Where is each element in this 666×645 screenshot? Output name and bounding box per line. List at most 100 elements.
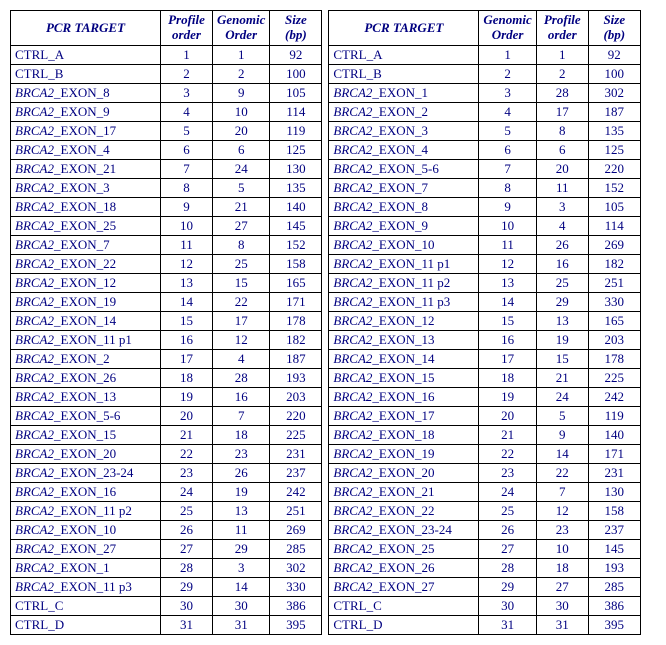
- table-row: CTRL_B22100: [11, 65, 322, 84]
- cell-profile: 24: [161, 483, 213, 502]
- cell-target: BRCA2_EXON_17: [329, 407, 479, 426]
- cell-genomic: 18: [213, 426, 270, 445]
- cell-size: 165: [588, 312, 640, 331]
- target-text: _EXON_13: [54, 389, 116, 404]
- cell-genomic: 8: [479, 179, 536, 198]
- cell-target: CTRL_D: [11, 616, 161, 635]
- cell-genomic: 2: [213, 65, 270, 84]
- gene-italic: BRCA2: [333, 218, 372, 233]
- cell-size: 285: [270, 540, 322, 559]
- table-row: BRCA2_EXON_17520119: [11, 122, 322, 141]
- gene-italic: BRCA2: [15, 104, 54, 119]
- gene-italic: BRCA2: [333, 579, 372, 594]
- gene-italic: BRCA2: [333, 237, 372, 252]
- cell-size: 302: [270, 559, 322, 578]
- gene-italic: BRCA2: [333, 104, 372, 119]
- table-row: BRCA2_EXON_21724130: [11, 160, 322, 179]
- cell-genomic: 4: [479, 103, 536, 122]
- gene-italic: BRCA2: [333, 503, 372, 518]
- cell-target: CTRL_C: [329, 597, 479, 616]
- cell-genomic: 3: [213, 559, 270, 578]
- cell-profile: 7: [161, 160, 213, 179]
- cell-target: BRCA2_EXON_11 p1: [329, 255, 479, 274]
- cell-profile: 19: [161, 388, 213, 407]
- gene-italic: BRCA2: [333, 351, 372, 366]
- cell-size: 231: [588, 464, 640, 483]
- table-row: BRCA2_EXON_17205119: [329, 407, 640, 426]
- cell-size: 242: [270, 483, 322, 502]
- cell-size: 395: [270, 616, 322, 635]
- table-row: BRCA2_EXON_202223231: [11, 445, 322, 464]
- cell-genomic: 15: [213, 274, 270, 293]
- target-text: _EXON_23-24: [54, 465, 133, 480]
- table-row: BRCA2_EXON_272729285: [11, 540, 322, 559]
- cell-profile: 9: [161, 198, 213, 217]
- gene-italic: BRCA2: [15, 522, 54, 537]
- target-text: _EXON_21: [372, 484, 434, 499]
- target-text: _EXON_15: [54, 427, 116, 442]
- cell-target: BRCA2_EXON_7: [11, 236, 161, 255]
- target-text: _EXON_10: [372, 237, 434, 252]
- cell-target: BRCA2_EXON_8: [11, 84, 161, 103]
- cell-size: 220: [588, 160, 640, 179]
- cell-genomic: 3: [479, 84, 536, 103]
- cell-genomic: 22: [213, 293, 270, 312]
- target-text: _EXON_11 p3: [54, 579, 132, 594]
- cell-genomic: 7: [213, 407, 270, 426]
- cell-profile: 4: [536, 217, 588, 236]
- cell-target: BRCA2_EXON_20: [11, 445, 161, 464]
- cell-profile: 15: [536, 350, 588, 369]
- cell-genomic: 7: [479, 160, 536, 179]
- cell-genomic: 10: [479, 217, 536, 236]
- cell-profile: 5: [161, 122, 213, 141]
- cell-genomic: 6: [479, 141, 536, 160]
- gene-italic: BRCA2: [333, 313, 372, 328]
- cell-genomic: 22: [479, 445, 536, 464]
- target-text: _EXON_25: [54, 218, 116, 233]
- gene-italic: BRCA2: [15, 389, 54, 404]
- cell-size: 145: [270, 217, 322, 236]
- cell-genomic: 12: [479, 255, 536, 274]
- table-row: BRCA2_EXON_11 p21325251: [329, 274, 640, 293]
- cell-target: BRCA2_EXON_8: [329, 198, 479, 217]
- header-genomic: Genomic Order: [213, 11, 270, 46]
- cell-size: 135: [588, 122, 640, 141]
- left-table-head: PCR TARGETProfile orderGenomic OrderSize…: [11, 11, 322, 46]
- table-row: BRCA2_EXON_272927285: [329, 578, 640, 597]
- cell-target: BRCA2_EXON_3: [329, 122, 479, 141]
- cell-target: BRCA2_EXON_9: [11, 103, 161, 122]
- gene-italic: BRCA2: [15, 199, 54, 214]
- cell-genomic: 27: [213, 217, 270, 236]
- cell-profile: 30: [161, 597, 213, 616]
- header-genomic: Genomic Order: [479, 11, 536, 46]
- gene-italic: BRCA2: [15, 408, 54, 423]
- table-row: BRCA2_EXON_151821225: [329, 369, 640, 388]
- cell-size: 105: [588, 198, 640, 217]
- cell-profile: 11: [161, 236, 213, 255]
- target-text: _EXON_11 p2: [54, 503, 132, 518]
- cell-genomic: 30: [213, 597, 270, 616]
- target-text: _EXON_11 p1: [54, 332, 132, 347]
- cell-profile: 2: [536, 65, 588, 84]
- target-text: CTRL_B: [15, 66, 63, 81]
- cell-target: BRCA2_EXON_4: [11, 141, 161, 160]
- table-row: BRCA2_EXON_7811152: [329, 179, 640, 198]
- cell-profile: 12: [161, 255, 213, 274]
- target-text: _EXON_7: [372, 180, 428, 195]
- cell-profile: 16: [536, 255, 588, 274]
- table-row: BRCA2_EXON_101126269: [329, 236, 640, 255]
- cell-size: 140: [588, 426, 640, 445]
- target-text: _EXON_14: [372, 351, 434, 366]
- cell-target: BRCA2_EXON_7: [329, 179, 479, 198]
- cell-size: 92: [270, 46, 322, 65]
- header-size: Size (bp): [588, 11, 640, 46]
- table-row: BRCA2_EXON_252710145: [329, 540, 640, 559]
- cell-target: BRCA2_EXON_18: [11, 198, 161, 217]
- table-row: CTRL_C3030386: [11, 597, 322, 616]
- table-row: CTRL_D3131395: [329, 616, 640, 635]
- table-row: BRCA2_EXON_11 p11216182: [329, 255, 640, 274]
- cell-profile: 7: [536, 483, 588, 502]
- cell-genomic: 30: [479, 597, 536, 616]
- cell-size: 220: [270, 407, 322, 426]
- right-table: PCR TARGETGenomic OrderProfile orderSize…: [328, 10, 640, 635]
